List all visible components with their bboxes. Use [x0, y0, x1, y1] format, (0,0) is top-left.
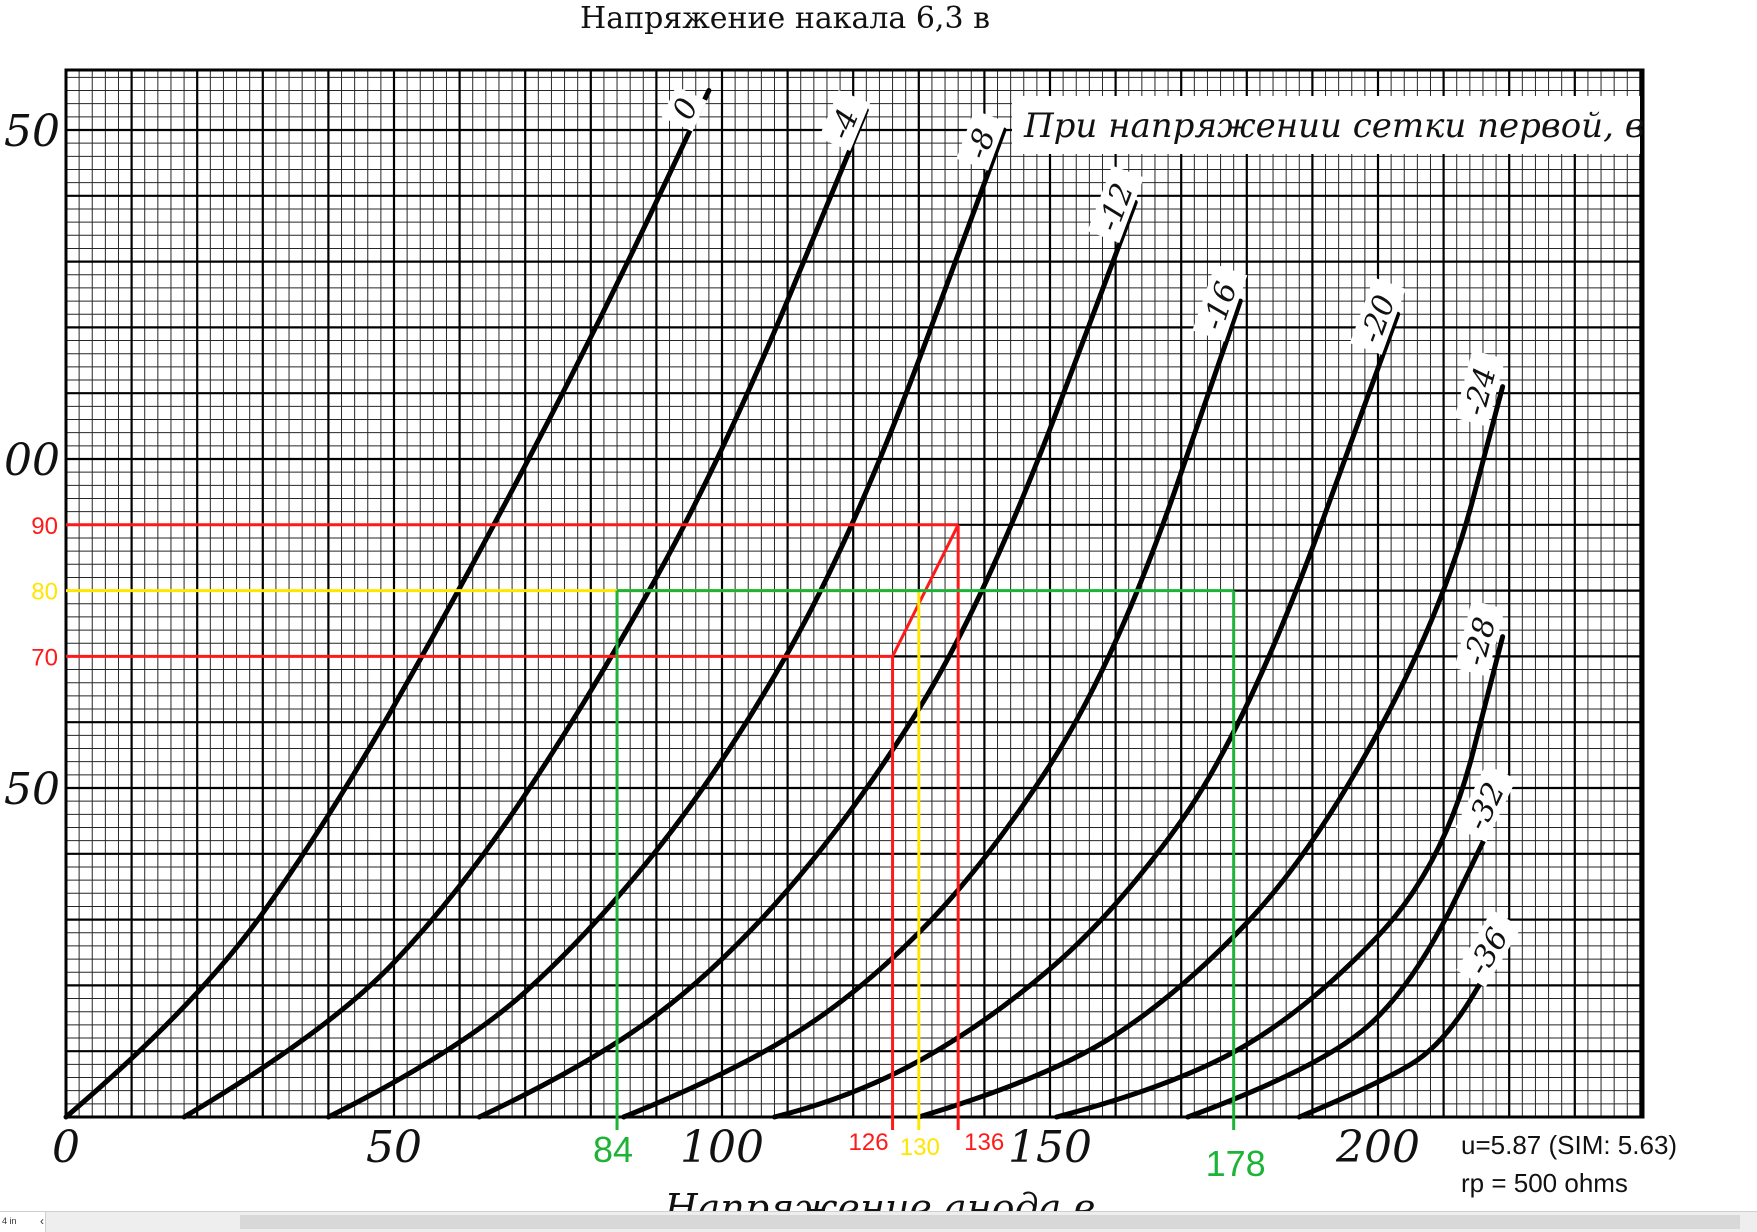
label-y-70: 70 [31, 644, 58, 671]
curve-label-bg [1192, 264, 1248, 342]
y-tick-150: 150 [0, 106, 60, 157]
label-x-136: 136 [964, 1129, 1004, 1156]
x-tick-100: 100 [680, 1122, 764, 1173]
annotation-labels: 90 80 70 126 130 136 84 178 [31, 513, 1265, 1184]
annotation-lines [66, 523, 1236, 1130]
y-tick-50: 50 [4, 764, 60, 815]
curve-label-bg [818, 89, 871, 152]
legend-box: При напряжении сетки первой, в [1012, 96, 1644, 154]
curve-label-bg [1454, 600, 1505, 677]
curve-vg-12 [476, 199, 1138, 1120]
status-zoom-box: 4 in ‹ [0, 1212, 46, 1232]
curve-vg0 [63, 88, 712, 1120]
y-tick-100: 100 [0, 435, 60, 486]
horizontal-scrollbar[interactable] [240, 1215, 1740, 1229]
x-axis-ticks: 0 50 100 150 200 [52, 1122, 1420, 1173]
curve-vg-8 [325, 127, 1007, 1120]
curves-layer [63, 88, 1506, 1120]
plot-frame [64, 68, 1645, 1119]
curve-vg-24 [916, 384, 1506, 1120]
x-tick-50: 50 [366, 1122, 422, 1173]
curve-label-bg [1454, 350, 1506, 427]
curve-label-bg [661, 86, 707, 132]
curve-label-bg [956, 109, 1007, 171]
curve-vg-4 [181, 107, 869, 1120]
scroll-left-icon[interactable]: ‹ [40, 1214, 44, 1228]
legend-background [1012, 96, 1640, 154]
curve-label-bg [1349, 277, 1406, 355]
label-x-178: 178 [1206, 1143, 1266, 1184]
label-x-84: 84 [593, 1129, 633, 1170]
curve-label-group: 0 [661, 86, 707, 132]
x-tick-0: 0 [52, 1122, 80, 1173]
label-y-80: 80 [31, 579, 58, 606]
curve-label-bg [1455, 764, 1517, 843]
legend-title: При напряжении сетки первой, в [1023, 106, 1644, 146]
curve-label-bg [1456, 909, 1522, 988]
curve-label-bg [1087, 165, 1144, 243]
status-bar: 4 in ‹ [0, 1211, 1757, 1232]
status-zoom: 4 in [2, 1216, 17, 1226]
curve-vg-28 [1054, 634, 1506, 1120]
label-x-126: 126 [849, 1129, 889, 1156]
chart-title: Напряжение накала 6,3 в [580, 1, 990, 36]
x-tick-150: 150 [1008, 1122, 1092, 1173]
y-axis-ticks: 50 100 150 [0, 106, 60, 815]
label-y-90: 90 [31, 513, 58, 540]
x-tick-200: 200 [1335, 1122, 1420, 1173]
curve-vg-16 [621, 298, 1243, 1120]
note-line-1: u=5.87 (SIM: 5.63) [1461, 1130, 1677, 1160]
x-axis-label: Напряжение анода в [663, 1186, 1095, 1211]
label-x-130: 130 [900, 1134, 940, 1161]
note-line-2: rp = 500 ohms [1461, 1168, 1628, 1198]
